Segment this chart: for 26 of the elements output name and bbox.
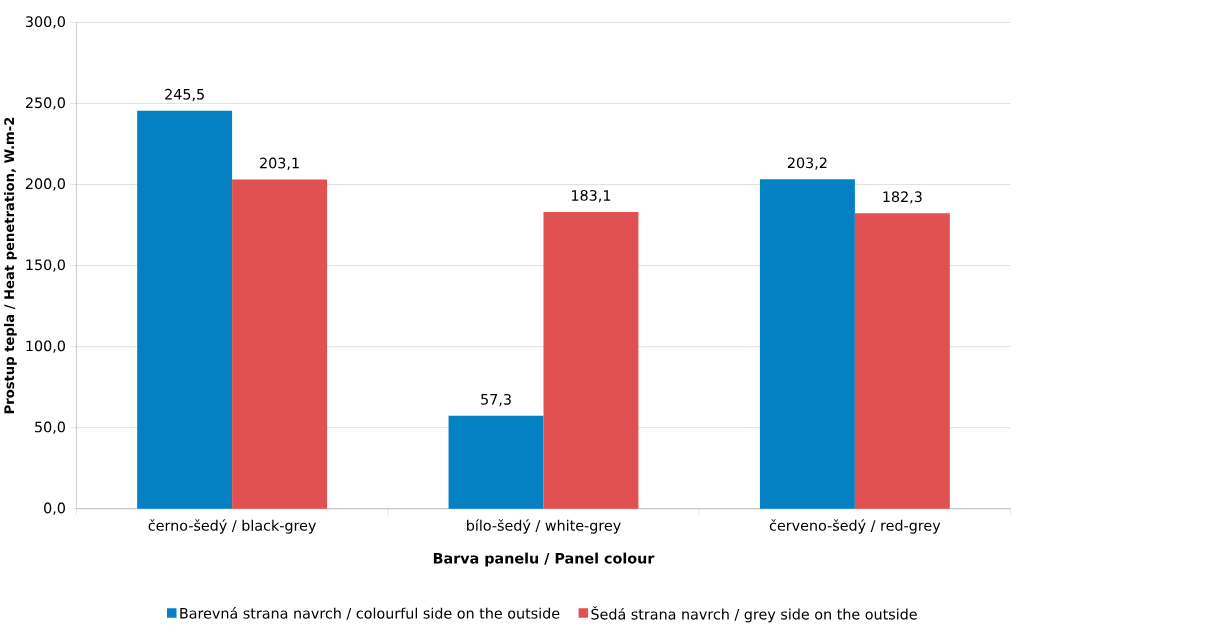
bar xyxy=(232,179,328,509)
y-tick-label: 300,0 xyxy=(25,16,65,29)
bar xyxy=(854,213,950,509)
y-tick-label: 150,0 xyxy=(26,259,65,272)
legend-label: Šedá strana navrch / grey side on the outside xyxy=(591,606,917,623)
bar xyxy=(448,415,544,509)
y-tick-label: 200,0 xyxy=(25,178,65,191)
bar xyxy=(137,110,233,509)
y-axis-title: Prostup tepla / Heat penetration, W.m-2 xyxy=(3,117,17,414)
x-tick-label: červeno-šedý / red-grey xyxy=(769,519,941,534)
data-label: 182,3 xyxy=(883,191,922,204)
y-tick-label: 250,0 xyxy=(25,97,65,110)
data-label: 203,1 xyxy=(260,157,299,170)
bar xyxy=(543,211,639,509)
data-label: 57,3 xyxy=(481,393,511,407)
x-tick-label: bílo-šedý / white-grey xyxy=(467,519,621,534)
y-tick-label: 50,0 xyxy=(35,421,65,434)
bar xyxy=(759,179,855,509)
x-axis-title: Barva panelu / Panel colour xyxy=(433,552,655,567)
data-label: 183,1 xyxy=(572,189,611,203)
data-label: 203,2 xyxy=(787,157,827,170)
y-tick-label: 0,0 xyxy=(44,502,65,515)
data-label: 245,5 xyxy=(165,88,204,102)
x-tick-label: černo-šedý / black-grey xyxy=(148,519,316,534)
legend-label: Barevná strana navrch / colourful side on the outside xyxy=(180,607,560,620)
y-tick-label: 100,0 xyxy=(26,340,65,353)
